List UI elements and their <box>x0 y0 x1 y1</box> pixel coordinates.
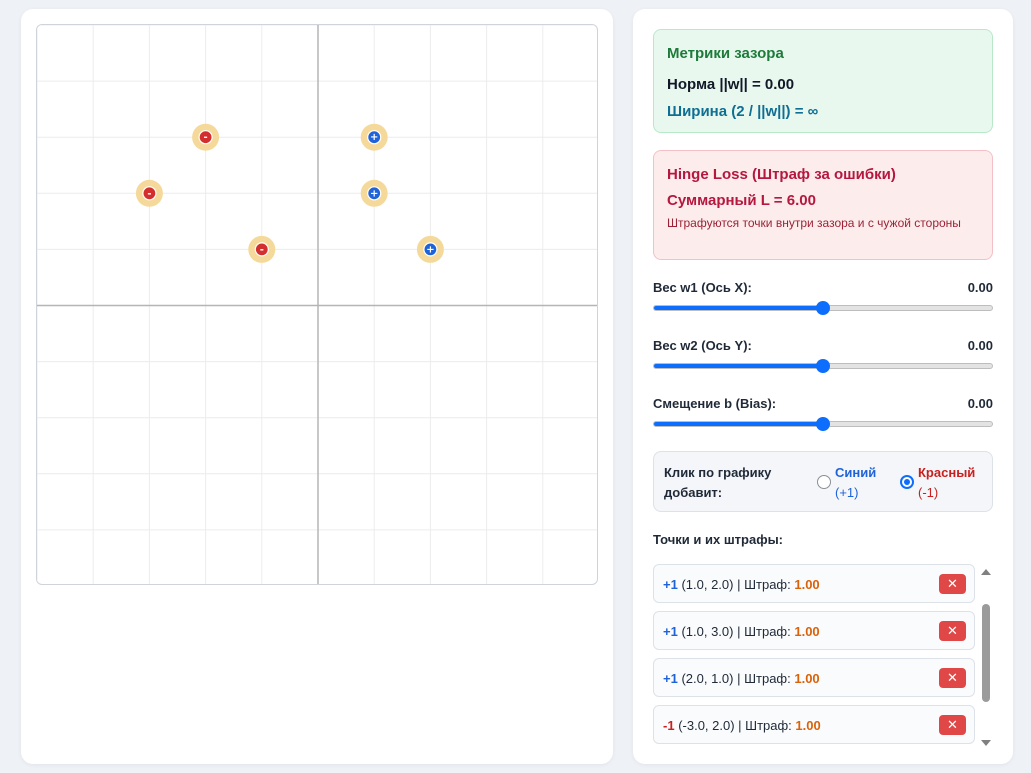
slider-bias: Смещение b (Bias): 0.00 <box>653 396 993 436</box>
slider-w1-thumb[interactable] <box>816 301 830 315</box>
slider-w1-value: 0.00 <box>967 280 993 295</box>
points-list-title: Точки и их штрафы: <box>653 532 784 547</box>
point-symbol: - <box>147 188 151 199</box>
negative-point <box>142 186 157 201</box>
radio-red[interactable] <box>900 475 914 489</box>
point-symbol: - <box>204 132 208 143</box>
item-coords: (-3.0, 2.0) <box>678 718 735 733</box>
metrics-title: Метрики зазора <box>667 45 784 62</box>
plot-card: + + + - - - <box>21 9 613 764</box>
points-list[interactable]: +1 (1.0, 2.0) | Штраф: 1.00 ✕ +1 (1.0, 3… <box>653 564 975 748</box>
slider-w2-label: Вес w2 (Ось Y): <box>653 338 752 353</box>
item-sign: -1 <box>663 718 675 733</box>
loss-note: Штрафуются точки внутри зазора и с чужой… <box>667 216 961 230</box>
slider-w1-fill <box>654 306 823 310</box>
positive-point <box>367 186 382 201</box>
slider-w2-thumb[interactable] <box>816 359 830 373</box>
item-sign: +1 <box>663 671 678 686</box>
slider-bias-fill <box>654 422 823 426</box>
slider-w2-fill <box>654 364 823 368</box>
negative-point <box>254 242 269 257</box>
list-item: +1 (1.0, 3.0) | Штраф: 1.00 ✕ <box>653 611 975 650</box>
point-symbol: + <box>370 132 378 143</box>
slider-w2-value: 0.00 <box>967 338 993 353</box>
radio-red-label[interactable]: Красный <box>918 465 976 480</box>
list-item-text: +1 (1.0, 3.0) | Штраф: 1.00 <box>663 624 820 639</box>
norm-value: Норма ||w|| = 0.00 <box>667 76 795 93</box>
list-item-text: +1 (2.0, 1.0) | Штраф: 1.00 <box>663 671 820 686</box>
click-mode-label: Клик по графику добавит: <box>664 465 772 500</box>
item-coords: (2.0, 1.0) <box>681 671 734 686</box>
negative-point <box>198 130 213 145</box>
radio-red-sub[interactable]: (-1) <box>918 485 939 500</box>
item-coords: (1.0, 2.0) <box>681 577 734 592</box>
delete-button[interactable]: ✕ <box>939 621 966 641</box>
item-penalty: 1.00 <box>794 671 820 686</box>
plot-canvas[interactable]: + + + - - - <box>37 25 598 585</box>
list-item: +1 (2.0, 1.0) | Штраф: 1.00 ✕ <box>653 658 975 697</box>
slider-w1-label: Вес w1 (Ось X): <box>653 280 752 295</box>
scroll-thumb[interactable] <box>982 604 990 702</box>
scroll-up-arrow-icon[interactable] <box>981 569 991 575</box>
slider-bias-value: 0.00 <box>967 396 993 411</box>
list-item: +1 (1.0, 2.0) | Штраф: 1.00 ✕ <box>653 564 975 603</box>
item-coords: (1.0, 3.0) <box>681 624 734 639</box>
positive-point <box>423 242 438 257</box>
slider-bias-thumb[interactable] <box>816 417 830 431</box>
loss-title: Hinge Loss (Штраф за ошибки) <box>667 166 896 183</box>
delete-button[interactable]: ✕ <box>939 715 966 735</box>
point-symbol: + <box>370 188 378 199</box>
slider-w1-track[interactable] <box>653 301 993 315</box>
item-penalty-label: Штраф: <box>744 577 791 592</box>
slider-w1: Вес w1 (Ось X): 0.00 <box>653 280 993 320</box>
click-mode-box: Клик по графику добавит: Синий (+1) Крас… <box>653 451 993 512</box>
item-penalty-label: Штраф: <box>744 624 791 639</box>
list-scrollbar[interactable] <box>980 564 992 748</box>
hinge-loss-box: Hinge Loss (Штраф за ошибки) Суммарный L… <box>653 150 993 260</box>
point-symbol: - <box>260 244 264 255</box>
positive-point <box>367 130 382 145</box>
margin-width-value: Ширина (2 / ||w||) = ∞ <box>667 103 819 120</box>
item-penalty-label: Штраф: <box>745 718 792 733</box>
item-penalty: 1.00 <box>795 718 821 733</box>
svm-plot[interactable]: + + + - - - <box>36 24 598 585</box>
scroll-down-arrow-icon[interactable] <box>981 740 991 746</box>
item-penalty: 1.00 <box>794 577 820 592</box>
list-item-text: +1 (1.0, 2.0) | Штраф: 1.00 <box>663 577 820 592</box>
point-symbol: + <box>426 244 434 255</box>
item-sign: +1 <box>663 577 678 592</box>
margin-metrics-box: Метрики зазора Норма ||w|| = 0.00 Ширина… <box>653 29 993 133</box>
list-item: -1 (-3.0, 2.0) | Штраф: 1.00 ✕ <box>653 705 975 744</box>
radio-blue-sub[interactable]: (+1) <box>835 485 859 500</box>
item-penalty-label: Штраф: <box>744 671 791 686</box>
slider-bias-label: Смещение b (Bias): <box>653 396 777 411</box>
item-penalty: 1.00 <box>794 624 820 639</box>
radio-blue[interactable] <box>817 475 831 489</box>
radio-blue-label[interactable]: Синий <box>835 465 877 480</box>
slider-bias-track[interactable] <box>653 417 993 431</box>
loss-total: Суммарный L = 6.00 <box>667 192 816 209</box>
slider-w2-track[interactable] <box>653 359 993 373</box>
item-sign: +1 <box>663 624 678 639</box>
delete-button[interactable]: ✕ <box>939 668 966 688</box>
list-item-text: -1 (-3.0, 2.0) | Штраф: 1.00 <box>663 718 821 733</box>
slider-w2: Вес w2 (Ось Y): 0.00 <box>653 338 993 378</box>
delete-button[interactable]: ✕ <box>939 574 966 594</box>
control-panel: Метрики зазора Норма ||w|| = 0.00 Ширина… <box>633 9 1013 764</box>
